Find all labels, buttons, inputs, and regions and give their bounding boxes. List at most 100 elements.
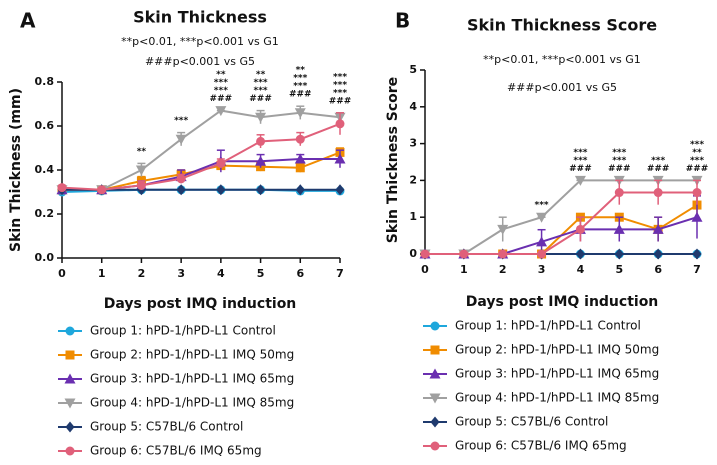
marker	[97, 185, 107, 195]
significance: ***	[333, 88, 347, 98]
significance: ***	[690, 156, 704, 166]
series-line	[425, 216, 698, 255]
significance: ***	[333, 72, 347, 82]
x-tick-label: 2	[138, 267, 146, 280]
significance: ***	[651, 156, 665, 166]
marker	[57, 183, 67, 193]
y-axis-label: Skin Thickness (mm)	[8, 88, 24, 252]
marker	[294, 153, 306, 164]
marker	[295, 134, 305, 144]
marker	[497, 224, 509, 235]
legend-label: Group 1: hPD-1/hPD-L1 Control	[455, 319, 641, 333]
significance: **	[296, 66, 306, 76]
panel-label: B	[395, 9, 410, 33]
legend-label: Group 3: hPD-1/hPD-L1 IMQ 65mg	[455, 367, 659, 381]
marker	[691, 211, 703, 222]
significance: ***	[535, 201, 549, 211]
marker	[215, 106, 227, 117]
legend-marker	[64, 398, 76, 409]
significance: ###	[608, 164, 631, 174]
marker	[334, 153, 346, 164]
legend-marker	[65, 446, 75, 456]
subtitle: ###p<0.001 vs G5	[507, 81, 617, 94]
significance: ***	[293, 74, 307, 84]
x-tick-label: 0	[421, 263, 429, 276]
significance: **	[256, 70, 266, 80]
significance: **	[216, 70, 226, 80]
x-tick-label: 0	[58, 267, 66, 280]
significance: ***	[214, 78, 228, 88]
marker	[575, 248, 585, 260]
legend-marker	[430, 416, 440, 428]
x-tick-label: 4	[577, 263, 585, 276]
series-line	[61, 122, 341, 191]
x-tick-label: 6	[654, 263, 662, 276]
legend-marker	[65, 326, 75, 336]
legend-marker	[430, 345, 440, 355]
legend-label: Group 4: hPD-1/hPD-L1 IMQ 85mg	[90, 396, 294, 410]
marker	[574, 175, 586, 186]
marker	[692, 188, 702, 198]
x-tick-label: 1	[98, 267, 106, 280]
marker	[420, 249, 430, 259]
series-line	[425, 179, 697, 255]
x-axis-label: Days post IMQ induction	[466, 294, 659, 310]
significance: ***	[612, 148, 626, 158]
y-tick-label: 4	[409, 100, 417, 113]
x-tick-label: 6	[296, 267, 304, 280]
y-axis-label: Skin Thickness Score	[385, 77, 401, 243]
marker	[614, 248, 624, 260]
marker	[335, 184, 345, 196]
y-tick-label: 2	[409, 173, 417, 186]
subtitle: ###p<0.001 vs G5	[145, 55, 255, 68]
legend-label: Group 2: hPD-1/hPD-L1 IMQ 50mg	[90, 348, 294, 362]
x-tick-label: 2	[499, 263, 507, 276]
y-tick-label: 0.8	[35, 75, 55, 88]
significance: ###	[289, 90, 312, 100]
marker	[536, 236, 548, 247]
significance: ###	[329, 96, 352, 106]
legend-label: Group 3: hPD-1/hPD-L1 IMQ 65mg	[90, 372, 294, 386]
x-tick-label: 4	[217, 267, 225, 280]
chart-title: Skin Thickness	[133, 8, 267, 27]
legend-label: Group 5: C57BL/6 Control	[90, 420, 243, 434]
significance: ***	[573, 156, 587, 166]
panel-label: A	[20, 9, 36, 33]
marker	[536, 212, 548, 223]
significance: ***	[333, 80, 347, 90]
marker	[653, 188, 663, 198]
marker	[255, 112, 267, 123]
y-tick-label: 0.0	[35, 251, 55, 264]
legend-label: Group 5: C57BL/6 Control	[455, 415, 608, 429]
marker	[295, 163, 305, 173]
marker	[295, 184, 305, 196]
marker	[216, 184, 226, 196]
marker	[256, 184, 266, 196]
legend-label: Group 2: hPD-1/hPD-L1 IMQ 50mg	[455, 343, 659, 357]
legend-label: Group 4: hPD-1/hPD-L1 IMQ 85mg	[455, 391, 659, 405]
subtitle: **p<0.01, ***p<0.001 vs G1	[483, 53, 641, 66]
marker	[294, 108, 306, 119]
x-tick-label: 5	[257, 267, 265, 280]
marker	[613, 223, 625, 234]
marker	[136, 180, 146, 190]
significance: ***	[254, 86, 268, 96]
y-tick-label: 3	[409, 137, 417, 150]
marker	[575, 224, 585, 234]
significance: **	[692, 148, 702, 158]
significance: ***	[293, 82, 307, 92]
significance: ###	[686, 164, 709, 174]
significance: ***	[573, 148, 587, 158]
series-line	[62, 109, 341, 191]
marker	[335, 119, 345, 129]
subtitle: **p<0.01, ***p<0.001 vs G1	[121, 35, 279, 48]
x-tick-label: 5	[615, 263, 623, 276]
marker	[216, 158, 226, 168]
marker	[692, 248, 702, 260]
marker	[537, 249, 547, 259]
marker	[498, 249, 508, 259]
y-tick-label: 0.6	[35, 119, 55, 132]
significance: ###	[249, 94, 272, 104]
x-axis-label: Days post IMQ induction	[104, 296, 297, 312]
x-tick-label: 3	[177, 267, 185, 280]
